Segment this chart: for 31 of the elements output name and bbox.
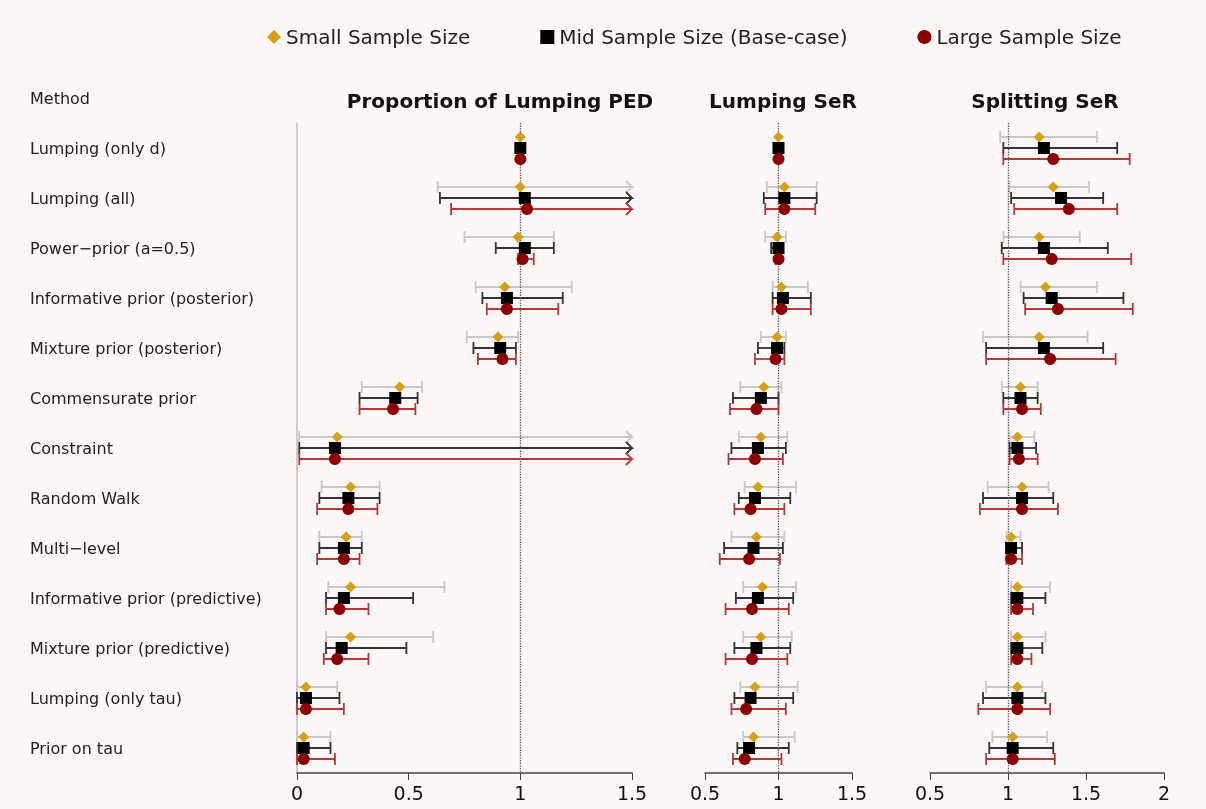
x-tick-label: 0.5: [393, 781, 424, 804]
x-tick-label: 0: [290, 781, 304, 804]
y-tick-label: Lumping (all): [30, 188, 136, 208]
y-tick-label: Prior on tau: [30, 738, 124, 758]
x-tick-label: 0.5: [914, 781, 946, 804]
y-tick-label: Lumping (only tau): [30, 688, 182, 708]
x-tick-label: 0.5: [689, 781, 721, 804]
y-tick-label: Commensurate prior: [30, 388, 197, 408]
y-tick-label: Mixture prior (posterior): [30, 338, 223, 358]
x-tick-label: 1.5: [1070, 781, 1102, 804]
y-tick-label: Mixture prior (predictive): [30, 638, 231, 658]
x-tick-label: 1.5: [616, 781, 648, 804]
y-tick-label: Constraint: [30, 438, 113, 458]
x-tick-label: 1: [514, 781, 527, 804]
y-tick-label: Lumping (only d): [30, 138, 166, 158]
chart-title: Splitting SeR: [971, 89, 1119, 113]
x-tick-label: 1: [772, 781, 785, 804]
y-tick-label: Multi−level: [30, 538, 121, 558]
y-tick-label: Informative prior (predictive): [30, 588, 262, 608]
chart-title: Lumping SeR: [709, 89, 857, 113]
y-tick-label: Informative prior (posterior): [30, 288, 254, 308]
x-tick-label: 2: [1157, 781, 1171, 804]
legend-label: Large Sample Size: [936, 25, 1122, 49]
x-tick-label: 1: [1001, 781, 1015, 804]
y-tick-label: Power−prior (a=0.5): [30, 238, 196, 258]
x-tick-label: 1.5: [836, 781, 868, 804]
y-tick-label: Random Walk: [30, 488, 141, 508]
legend-label: Small Sample Size: [286, 25, 471, 49]
chart-title: Proportion of Lumping PED: [346, 89, 654, 113]
y-axis-title: Method: [30, 88, 91, 108]
legend-label: Mid Sample Size (Base-case): [559, 25, 848, 49]
